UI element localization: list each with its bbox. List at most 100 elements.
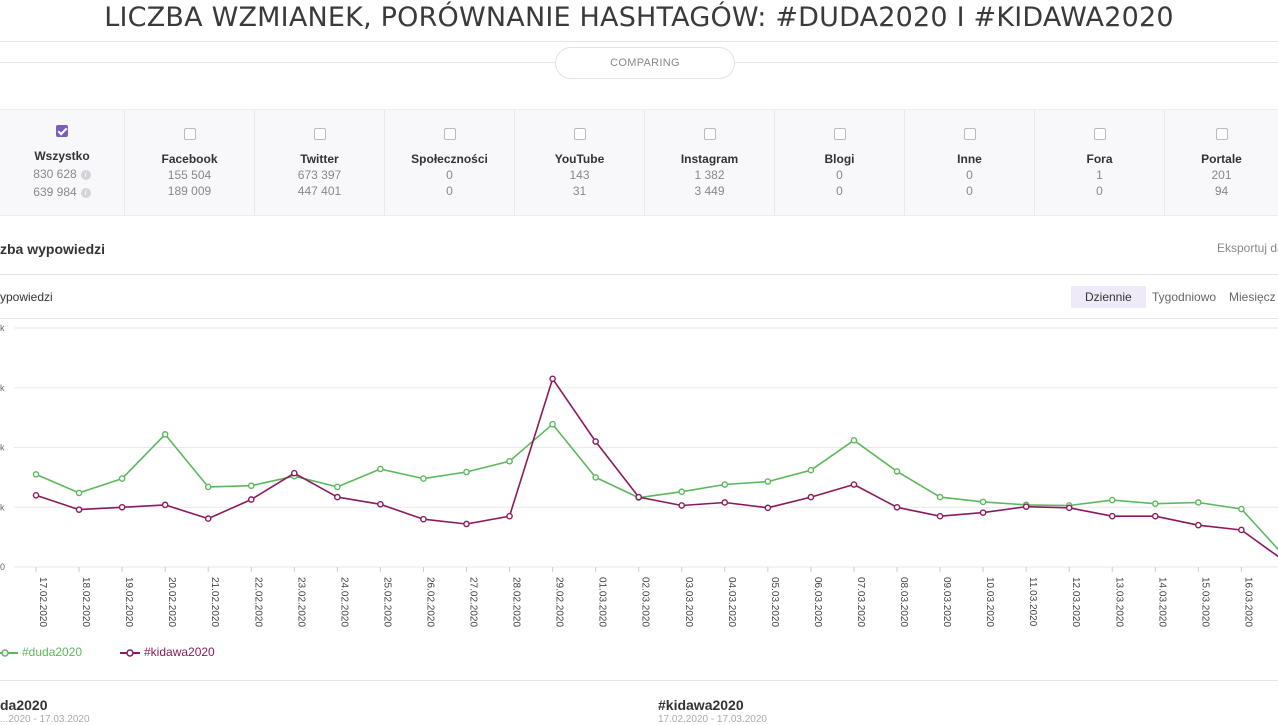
source-checkbox-portale[interactable] xyxy=(1215,128,1228,140)
data-point-duda2020 xyxy=(1238,505,1245,513)
y-tick-label: k xyxy=(0,502,5,512)
x-tick-label: 15.03.2020 xyxy=(1199,577,1210,627)
source-checkbox-instagram[interactable] xyxy=(703,128,716,140)
mentions-line-chart: 0 k k k k 17.02.2020 18.02.2020 19.02.2020 20.02… xyxy=(0,323,1278,627)
detail-title-duda: da2020 xyxy=(0,697,48,713)
data-point-kidawa2020 xyxy=(204,515,212,522)
source-youtube[interactable]: YouTube 143 31 xyxy=(515,110,645,215)
source-count-kidawa: 94 xyxy=(1214,184,1229,198)
x-tick-label: 18.02.2020 xyxy=(80,577,91,627)
data-point-kidawa2020 xyxy=(979,509,987,516)
x-tick-label: 22.02.2020 xyxy=(252,577,263,627)
source-inne[interactable]: Inne 0 0 xyxy=(905,110,1035,215)
source-checkbox-twitter[interactable] xyxy=(313,128,326,140)
x-tick-label: 13.03.2020 xyxy=(1113,577,1124,627)
title-divider xyxy=(0,41,1278,42)
x-tick-label: 01.03.2020 xyxy=(597,577,608,627)
data-point-duda2020 xyxy=(506,457,513,465)
x-tick-label: 20.02.2020 xyxy=(166,577,177,627)
source-count-kidawa: 0 xyxy=(446,184,453,198)
source-checkbox-all[interactable] xyxy=(56,125,68,137)
legend-marker-duda xyxy=(0,649,18,657)
data-point-kidawa2020 xyxy=(764,504,772,512)
data-point-kidawa2020 xyxy=(850,481,858,488)
data-point-kidawa2020 xyxy=(936,512,944,520)
data-point-duda2020 xyxy=(807,466,815,474)
source-spolecznosci[interactable]: Społeczności 0 0 xyxy=(385,110,515,215)
chart-subtitle: ypowiedzi xyxy=(0,290,53,304)
comparing-toggle-button[interactable]: COMPARING xyxy=(555,47,735,79)
source-count-kidawa: 0 xyxy=(1096,184,1103,198)
source-count-kidawa: 0 xyxy=(966,184,973,198)
series-line-duda2020 xyxy=(35,423,1278,551)
x-tick-label: 21.02.2020 xyxy=(209,577,220,627)
source-facebook[interactable]: Facebook 155 504 189 009 xyxy=(125,110,255,215)
source-count-kidawa: 447 401 xyxy=(297,184,342,198)
x-tick-label: 26.02.2020 xyxy=(424,577,435,627)
data-point-duda2020 xyxy=(1152,500,1159,507)
source-checkbox-inne[interactable] xyxy=(963,128,976,140)
info-icon[interactable]: i xyxy=(80,170,91,180)
source-checkbox-spolecznosci[interactable] xyxy=(443,128,456,140)
data-point-duda2020 xyxy=(979,498,987,506)
data-point-kidawa2020 xyxy=(1065,504,1073,512)
legend-item-duda[interactable]: #duda2020 xyxy=(0,644,82,660)
x-tick-label: 06.03.2020 xyxy=(812,577,823,627)
source-blogi[interactable]: Blogi 0 0 xyxy=(775,110,905,215)
source-name: YouTube xyxy=(554,152,605,166)
data-point-duda2020 xyxy=(850,437,858,444)
data-point-duda2020 xyxy=(764,478,772,485)
source-portale[interactable]: Portale 201 94 xyxy=(1165,110,1278,215)
legend-divider xyxy=(0,680,1278,681)
source-checkbox-blogi[interactable] xyxy=(833,128,846,140)
data-point-duda2020 xyxy=(377,465,384,473)
tab-daily[interactable]: Dziennie xyxy=(1071,286,1146,308)
series-line-kidawa2020 xyxy=(35,377,1278,558)
tab-weekly[interactable]: Tygodniowo xyxy=(1152,290,1217,304)
source-all[interactable]: Wszystko 830 628 i 639 984 i xyxy=(0,110,125,215)
data-point-duda2020 xyxy=(247,482,255,490)
source-twitter[interactable]: Twitter 673 397 447 401 xyxy=(255,110,385,215)
source-checkbox-fora[interactable] xyxy=(1093,128,1106,140)
data-point-duda2020 xyxy=(721,481,729,488)
legend-label-duda: #duda2020 xyxy=(22,645,83,659)
tab-monthly[interactable]: Miesięcz xyxy=(1229,290,1276,304)
data-point-kidawa2020 xyxy=(290,469,298,477)
source-checkbox-youtube[interactable] xyxy=(573,128,586,140)
y-tick-label: k xyxy=(0,323,5,333)
x-tick-label: 04.03.2020 xyxy=(726,577,737,627)
x-tick-label: 12.03.2020 xyxy=(1070,577,1081,627)
export-data-link[interactable]: Eksportuj da xyxy=(1217,241,1278,255)
source-count-duda: 155 504 xyxy=(167,168,212,182)
data-point-kidawa2020 xyxy=(721,499,729,506)
source-count-kidawa: 639 984 i xyxy=(0,185,124,199)
data-point-kidawa2020 xyxy=(635,493,643,501)
data-point-kidawa2020 xyxy=(506,512,513,520)
source-checkbox-facebook[interactable] xyxy=(183,128,196,140)
source-count-duda: 830 628 i xyxy=(0,167,124,181)
source-name: Portale xyxy=(1201,152,1242,166)
data-point-kidawa2020 xyxy=(1108,512,1116,520)
legend-item-kidawa[interactable]: #kidawa2020 xyxy=(120,644,215,660)
x-tick-label: 09.03.2020 xyxy=(941,577,952,627)
data-point-kidawa2020 xyxy=(1022,503,1030,510)
data-point-kidawa2020 xyxy=(377,500,384,508)
source-instagram[interactable]: Instagram 1 382 3 449 xyxy=(645,110,775,215)
x-tick-label: 02.03.2020 xyxy=(640,577,651,627)
x-tick-label: 24.02.2020 xyxy=(338,577,349,627)
y-tick-label: k xyxy=(0,383,5,393)
data-point-kidawa2020 xyxy=(32,491,40,499)
source-count-duda: 201 xyxy=(1211,168,1232,182)
x-tick-label: 27.02.2020 xyxy=(468,577,479,627)
data-point-kidawa2020 xyxy=(1195,521,1202,529)
source-count-duda: 1 382 xyxy=(694,168,725,182)
data-point-duda2020 xyxy=(334,483,341,491)
source-fora[interactable]: Fora 1 0 xyxy=(1035,110,1165,215)
data-point-kidawa2020 xyxy=(678,502,686,509)
data-point-duda2020 xyxy=(678,488,686,496)
detail-date-kidawa: 17.02.2020 - 17.03.2020 xyxy=(658,714,767,725)
source-name: Wszystko xyxy=(34,149,90,163)
info-icon[interactable]: i xyxy=(80,188,91,198)
x-tick-label: 11.03.2020 xyxy=(1027,577,1038,627)
x-tick-label: 05.03.2020 xyxy=(769,577,780,627)
